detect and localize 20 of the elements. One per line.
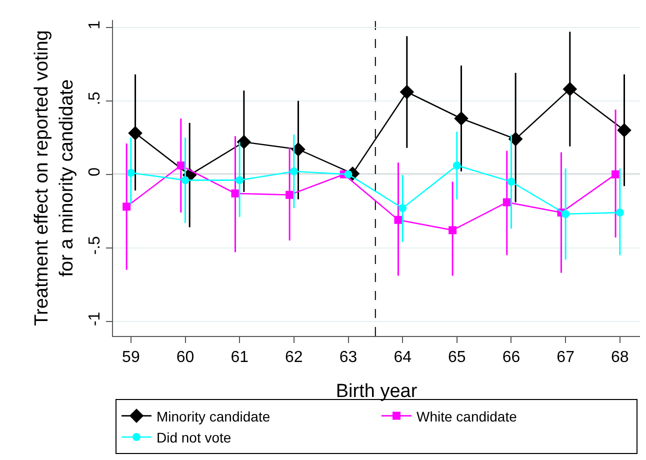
x-tick-label: 63 (339, 349, 358, 366)
y-tick-label: .5 (86, 92, 104, 106)
x-tick-label: 66 (502, 349, 520, 366)
x-tick-label: 59 (122, 349, 140, 366)
y-tick-label: -.5 (86, 236, 104, 255)
legend-label: Minority candidate (156, 408, 270, 424)
x-tick-label: 64 (394, 349, 412, 366)
y-tick-label: 1 (86, 20, 104, 30)
x-tick-label: 62 (285, 349, 303, 366)
x-tick-label: 61 (230, 349, 249, 366)
x-tick-label: 67 (556, 349, 575, 366)
y-tick-label: 0 (86, 167, 104, 176)
x-tick-label: 65 (448, 349, 466, 366)
x-tick-label: 68 (611, 349, 629, 366)
legend-label: Did not vote (156, 429, 232, 446)
legend-label: White candidate (416, 408, 518, 424)
y-axis-title: Treatment effect on reported voting for a minority candidate (32, 30, 78, 326)
y-tick-label: -1 (86, 312, 104, 326)
x-tick-label: 60 (176, 349, 194, 366)
x-axis-title: Birth year (336, 381, 418, 402)
